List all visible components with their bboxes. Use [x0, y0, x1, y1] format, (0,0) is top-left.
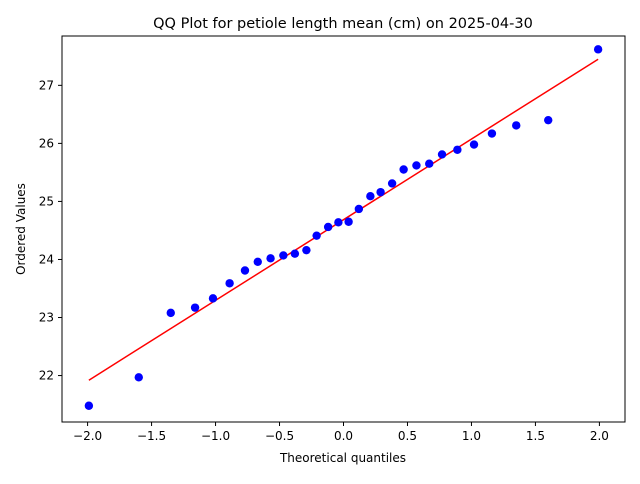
data-point — [544, 115, 553, 125]
x-tick-label: 0.5 — [398, 429, 417, 443]
data-point — [279, 251, 288, 260]
y-axis-label: Ordered Values — [14, 183, 28, 275]
y-tick-label: 24 — [39, 252, 54, 266]
data-point — [399, 165, 408, 174]
data-point — [593, 45, 603, 54]
data-point — [469, 140, 479, 149]
data-point — [208, 294, 218, 303]
data-point — [290, 249, 300, 258]
x-tick-label: 1.5 — [526, 429, 545, 443]
data-point — [453, 145, 462, 154]
x-tick-label: 2.0 — [590, 429, 609, 443]
data-point — [225, 279, 234, 288]
data-point — [134, 373, 143, 382]
data-point — [354, 204, 364, 214]
fit-line — [88, 58, 599, 381]
data-point — [84, 401, 94, 410]
data-point — [387, 179, 397, 188]
data-point — [334, 218, 343, 227]
y-axis-ticks: 22 23 24 25 26 27 — [39, 78, 62, 383]
x-tick-label: −2.0 — [73, 429, 102, 443]
plot-frame — [61, 35, 626, 423]
data-point — [253, 257, 262, 266]
data-point — [487, 129, 497, 138]
x-tick-label: −1.5 — [137, 429, 166, 443]
plot-content — [84, 45, 603, 410]
data-point — [312, 231, 321, 240]
data-point — [190, 303, 200, 312]
chart-title: QQ Plot for petiole length mean (cm) on … — [153, 16, 533, 32]
data-point — [323, 222, 333, 232]
y-tick-label: 23 — [39, 311, 54, 325]
x-axis-ticks: −2.0 −1.5 −1.0 −0.5 0.0 0.5 1.0 1.5 2.0 — [73, 422, 609, 443]
y-tick-label: 25 — [39, 194, 54, 208]
y-tick-label: 27 — [39, 78, 54, 92]
data-point — [302, 245, 311, 255]
data-point — [240, 266, 250, 275]
data-point — [266, 254, 275, 263]
x-tick-label: −0.5 — [265, 429, 294, 443]
data-point — [512, 121, 521, 130]
x-axis-label: Theoretical quantiles — [279, 451, 406, 465]
x-tick-label: −1.0 — [201, 429, 230, 443]
data-point — [344, 217, 353, 226]
data-point — [366, 192, 375, 201]
y-tick-label: 22 — [39, 369, 54, 383]
y-tick-label: 26 — [39, 136, 54, 150]
data-point — [412, 161, 421, 170]
data-point — [166, 308, 175, 318]
data-point — [437, 150, 447, 159]
x-tick-label: 0.0 — [334, 429, 353, 443]
data-point — [425, 159, 434, 168]
data-point — [376, 187, 385, 197]
x-tick-label: 1.0 — [462, 429, 481, 443]
